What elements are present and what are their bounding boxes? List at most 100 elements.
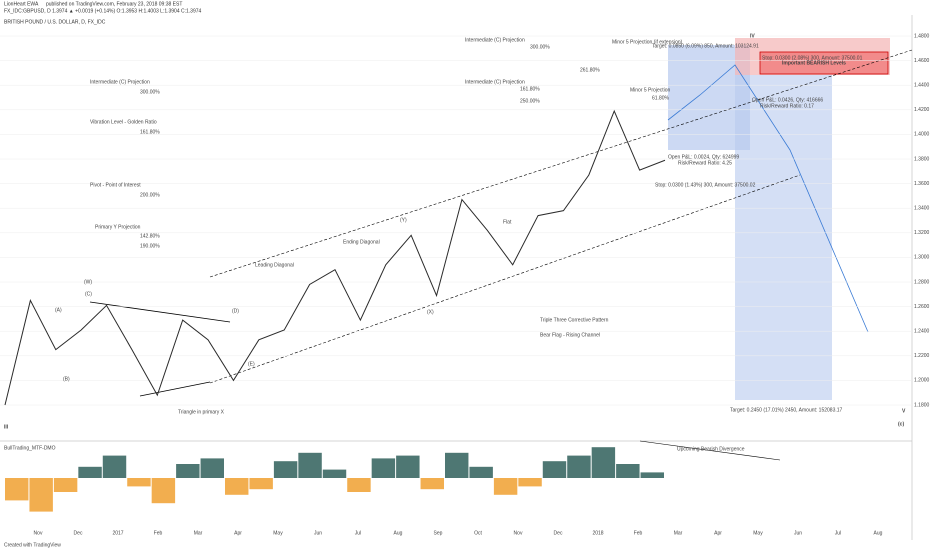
annotation: IV: [750, 33, 755, 39]
x-tick-label: Nov: [34, 530, 43, 536]
annotation: 161.80%: [520, 86, 540, 92]
author[interactable]: LionHeart EWA: [4, 1, 39, 7]
y-tick-label: 1.4400: [914, 83, 930, 89]
oscillator-bar: [420, 478, 444, 490]
oscillator-bar: [445, 452, 469, 478]
annotation: (c): [898, 421, 904, 427]
x-tick-label: Sep: [434, 530, 443, 536]
annotation: (E): [248, 361, 255, 367]
triangle-line: [89, 301, 231, 323]
annotation: Upcoming Bearish Divergence: [677, 446, 745, 452]
x-tick-label: Jun: [314, 530, 322, 536]
oscillator-bar: [616, 464, 640, 478]
y-tick-label: 1.2400: [914, 329, 930, 335]
annotation: (W): [84, 279, 92, 285]
oscillator-bar: [347, 478, 371, 492]
y-tick-label: 1.3000: [914, 255, 930, 261]
annotation: Minor 5 Projection (if extension): [612, 39, 683, 45]
oscillator-bar: [322, 469, 347, 478]
channel-lower: [209, 174, 801, 384]
annotation: 161.80%: [140, 129, 160, 135]
y-tick-label: 1.2200: [914, 353, 930, 359]
x-tick-label: Oct: [474, 530, 482, 536]
oscillator-bar: [53, 478, 78, 492]
y-tick-label: 1.4200: [914, 107, 930, 113]
x-tick-label: Jul: [835, 530, 841, 536]
y-tick-label: 1.4800: [914, 33, 930, 39]
target-zone: [735, 75, 832, 400]
annotation: Vibration Level - Golden Ratio: [90, 119, 157, 125]
annotation: Flat: [503, 219, 512, 225]
annotation: 190.00%: [140, 243, 160, 249]
oscillator-bar: [640, 472, 664, 478]
x-tick-label: Jun: [794, 530, 802, 536]
annotation: Open P&L: 0.0426, Qty: 416666: [752, 97, 823, 103]
x-tick-label: Aug: [394, 530, 403, 536]
y-tick-label: 1.2600: [914, 304, 930, 310]
annotation: 61.80%: [652, 95, 670, 101]
annotation: Open P&L: 0.0024, Qty: 624999: [668, 154, 739, 160]
y-tick-label: 1.1800: [914, 402, 930, 408]
oscillator-bar: [298, 452, 322, 478]
y-tick-label: 1.3400: [914, 206, 930, 212]
annotation: Minor 5 Projection: [630, 87, 671, 93]
y-tick-label: 1.3200: [914, 230, 930, 236]
x-tick-label: Nov: [514, 530, 523, 536]
x-tick-label: May: [753, 530, 763, 536]
annotation: Target: 0.2450 (17.01%) 2450, Amount: 15…: [730, 407, 843, 413]
oscillator-bar: [591, 447, 616, 478]
x-tick-label: Mar: [674, 530, 683, 536]
annotation: (A): [55, 307, 62, 313]
oscillator-bar: [151, 478, 176, 504]
oscillator-bar: [273, 461, 298, 478]
oscillator-bar: [542, 461, 567, 478]
oscillator-bar: [200, 458, 224, 478]
x-tick-label: Aug: [874, 530, 883, 536]
y-tick-label: 1.3600: [914, 181, 930, 187]
x-tick-label: Apr: [234, 530, 242, 536]
x-tick-label: Feb: [634, 530, 643, 536]
annotation: 142.80%: [140, 233, 160, 239]
annotation: 261.80%: [580, 67, 600, 73]
x-tick-label: May: [273, 530, 283, 536]
x-tick-label: Apr: [714, 530, 722, 536]
oscillator-bar: [567, 455, 591, 478]
symbol: FX_IDC:GBPUSD, D 1.3974 ▲ +0.0019 (+0.14…: [4, 8, 202, 14]
annotation: (X): [427, 309, 434, 315]
annotation: Stop: 0.0300 (1.43%) 300, Amount: 37500.…: [655, 182, 756, 188]
y-tick-label: 1.3800: [914, 156, 930, 162]
triangle-line: [139, 381, 211, 397]
bearish-box: [759, 51, 889, 75]
x-tick-label: Mar: [194, 530, 203, 536]
instrument: BRITISH POUND / U.S. DOLLAR, D, FX_IDC: [4, 19, 106, 25]
oscillator-bar: [225, 478, 249, 495]
annotation: Leading Diagonal: [255, 262, 294, 268]
projection-arrow: [667, 64, 869, 333]
oscillator-bar: [176, 464, 200, 478]
annotation: Triple Three Corrective Pattern: [540, 317, 609, 323]
y-tick-label: 1.4000: [914, 132, 930, 138]
annotation: 200.00%: [140, 192, 160, 198]
oscillator-bar: [371, 458, 396, 478]
annotation: (C): [85, 291, 92, 297]
annotation: Triangle in primary X: [178, 409, 225, 415]
x-tick-label: Dec: [74, 530, 83, 536]
x-tick-label: Feb: [154, 530, 163, 536]
annotation: Intermediate (C) Projection: [90, 79, 150, 85]
annotation: 300.00%: [140, 89, 160, 95]
x-tick-label: Dec: [554, 530, 563, 536]
published: published on TradingView.com, February 2…: [46, 1, 182, 7]
oscillator-bar: [29, 478, 53, 512]
annotation: Intermediate (C) Projection: [465, 37, 525, 43]
divergence-line: [639, 440, 781, 461]
oscillator-bar: [493, 478, 518, 495]
annotation: 250.00%: [520, 98, 540, 104]
footer: Created with TradingView: [4, 542, 61, 548]
annotation: (D): [232, 308, 239, 314]
x-tick-label: Jul: [355, 530, 361, 536]
annotation: Ending Diagonal: [343, 239, 380, 245]
oscillator-bar: [518, 478, 542, 487]
annotation: (Y): [400, 217, 407, 223]
annotation: (B): [63, 376, 70, 382]
